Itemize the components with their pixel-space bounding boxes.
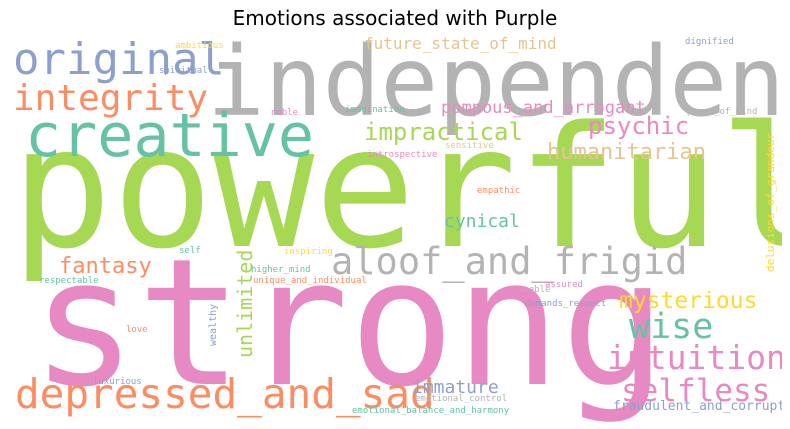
word-pompous_and_arrogant: pompous_and_arrogant [441, 98, 646, 118]
word-fraudulent_and_corrupt: fraudulent_and_corrupt [613, 399, 782, 414]
word-impractical: impractical [364, 118, 523, 146]
word-empathic: empathic [477, 186, 521, 196]
word-delusions_of_grandeur: delusions_of_grandeur [764, 132, 777, 272]
word-love: love [126, 325, 148, 335]
word-integrity: integrity [13, 78, 209, 119]
word-future_state_of_mind: future_state_of_mind [364, 36, 557, 53]
word-ambitious: ambitious [175, 41, 224, 51]
word-emotional_control: emotional_control [415, 394, 508, 404]
word-creative: creative [25, 101, 314, 171]
word-cynical: cynical [444, 211, 520, 232]
word-immature: immature [412, 377, 499, 398]
word-wealthy: wealthy [208, 303, 219, 346]
word-imagination: imagination [345, 105, 405, 115]
word-mysterious: mysterious [619, 288, 758, 314]
word-psychic: psychic [588, 112, 690, 140]
word-luxurious: luxurious [93, 377, 142, 387]
word-emotional_balance_and_harmony: emotional_balance_and_harmony [352, 406, 510, 416]
word-dignified: dignified [685, 37, 734, 47]
word-demands_respect: demands_respect [525, 299, 607, 309]
word-peace_of_mind: peace_of_mind [687, 107, 758, 117]
word-wise: wise [629, 307, 714, 347]
word-independent: independent [207, 36, 782, 138]
word-unique_and_individual: unique_and_individual [253, 276, 367, 286]
word-noble: noble [271, 108, 299, 118]
word-inspiring: inspiring [284, 247, 333, 257]
word-powerful: powerful [11, 90, 782, 286]
word-introspective: introspective [367, 150, 438, 160]
word-respectable: respectable [39, 276, 99, 286]
word-intuition: intuition [607, 338, 782, 377]
word-strong: strong [31, 221, 667, 423]
word-sensitive: sensitive [445, 141, 494, 151]
word-original: original [13, 36, 225, 85]
word-aloof_and_frigid: aloof_and_frigid [331, 240, 688, 283]
word-higher_mind: higher_mind [251, 265, 311, 275]
word-selfless: selfless [621, 373, 771, 409]
figure-title: Emotions associated with Purple [232, 6, 558, 30]
word-assured: assured [545, 280, 583, 290]
word-cloud: independent powerful strong original int… [9, 36, 782, 423]
word-spiritual: spiritual [159, 66, 208, 76]
word-stable: stable [518, 285, 551, 295]
word-humanitarian: humanitarian [547, 140, 706, 165]
word-self: self [179, 246, 201, 256]
word-fantasy: fantasy [59, 254, 152, 279]
word-depressed_and_sad: depressed_and_sad [15, 370, 435, 418]
